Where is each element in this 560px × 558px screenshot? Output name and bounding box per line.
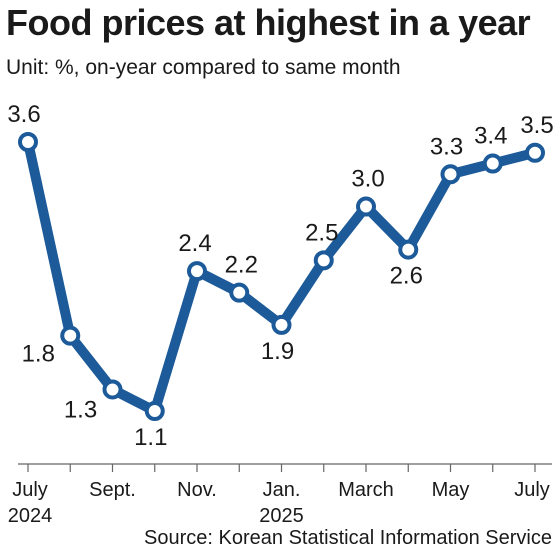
x-tick-label: Sept. [89, 479, 136, 501]
data-point [102, 379, 123, 400]
x-tick-label: Jan. [263, 479, 301, 501]
data-point [440, 164, 461, 185]
x-tick-label: 2024 [8, 505, 53, 527]
x-tick-label: Nov. [177, 479, 217, 501]
value-label: 1.3 [64, 396, 97, 423]
x-tick-label: May [432, 479, 470, 501]
chart-title: Food prices at highest in a year [6, 2, 531, 43]
series-line [23, 137, 540, 416]
value-label: 2.2 [225, 252, 258, 279]
data-point [18, 132, 38, 152]
data-point [313, 250, 334, 271]
value-label: 2.6 [390, 263, 423, 290]
data-point [356, 196, 376, 217]
data-point [482, 153, 503, 174]
value-label: 3.3 [430, 133, 463, 160]
data-point [525, 142, 545, 163]
value-label: 3.5 [520, 112, 553, 139]
data-point [271, 314, 292, 335]
value-label: 1.9 [261, 338, 294, 365]
source-note: Source: Korean Statistical Information S… [144, 527, 552, 549]
value-label: 2.5 [305, 219, 338, 246]
data-point [60, 325, 81, 346]
value-label: 3.6 [7, 101, 40, 128]
x-tick-label: July [12, 479, 48, 501]
value-label: 1.1 [134, 424, 167, 451]
x-tick-label: July [514, 479, 550, 501]
chart-subtitle: Unit: %, on-year compared to same month [6, 56, 401, 79]
x-tick-labels: July 2024 Sept. Nov. Jan. 2025 March May July [8, 479, 550, 527]
value-labels: 3.6 1.8 1.3 1.1 2.4 2.2 1.9 2.5 3.0 2.6 3.3 3.4 3.5 [7, 101, 553, 451]
data-point [144, 401, 165, 421]
value-label: 3.4 [474, 123, 507, 150]
x-tick-label: March [338, 479, 394, 501]
data-point [187, 261, 207, 282]
data-point [398, 239, 419, 260]
data-point [229, 282, 250, 303]
x-axis-ticks [27, 464, 536, 472]
value-label: 1.8 [22, 341, 55, 368]
value-label: 3.0 [351, 166, 384, 193]
x-tick-label: 2025 [259, 505, 304, 527]
data-points [18, 132, 545, 421]
value-label: 2.4 [178, 230, 211, 257]
